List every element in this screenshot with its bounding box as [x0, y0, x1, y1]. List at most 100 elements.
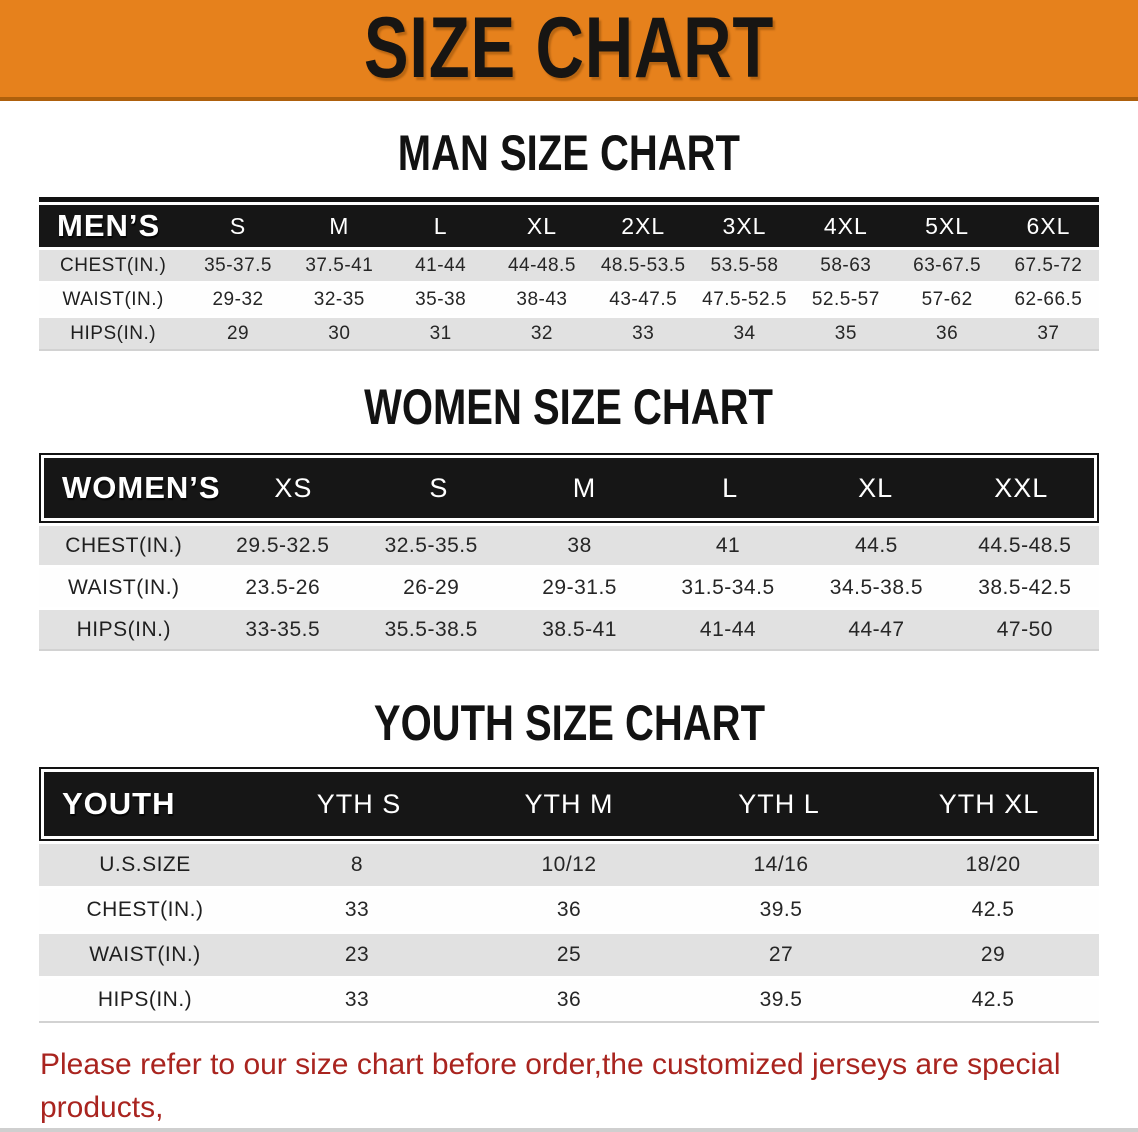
size-column-header: L: [433, 212, 448, 239]
size-column-header: XL: [526, 212, 557, 239]
women-table-header-frame: WOMEN’S XS S M L XL XXL: [39, 453, 1099, 523]
size-column-header: YTH M: [524, 788, 614, 819]
size-cell: 35-37.5: [204, 254, 273, 276]
size-column-header: 5XL: [925, 212, 970, 239]
size-cell: 30: [328, 322, 351, 344]
size-cell: 23.5-26: [245, 575, 321, 599]
measurement-row: CHEST(IN.) 33 36 39.5 42.5: [39, 889, 1099, 931]
youth-table-body: U.S.SIZE 8 10/12 14/16 18/20 CHEST(IN.) 33 36 39…: [39, 844, 1099, 1023]
men-table-header-frame: MEN’S S M L XL 2XL 3XL 4XL 5XL 6XL: [39, 197, 1099, 247]
size-cell: 34.5-38.5: [829, 575, 924, 599]
youth-table-header-row: YOUTH YTH S YTH M YTH L YTH XL: [44, 772, 1094, 836]
row-label: CHEST(IN.): [65, 533, 183, 557]
size-cell: 29-32: [212, 288, 264, 310]
women-table-header-row: WOMEN’S XS S M L XL XXL: [44, 458, 1094, 518]
men-size-table: MEN’S S M L XL 2XL 3XL 4XL 5XL 6XL CHEST(IN.) 35-3…: [39, 197, 1099, 351]
size-cell: 47-50: [996, 617, 1053, 641]
row-label: WAIST(IN.): [68, 575, 180, 599]
row-label: CHEST(IN.): [86, 898, 204, 921]
size-chart-banner: SIZE CHART: [0, 0, 1138, 101]
disclaimer: Please refer to our size chart before or…: [40, 1043, 1110, 1132]
measurement-row: WAIST(IN.) 23.5-26 26-29 29-31.5 31.5-34.5 34…: [39, 568, 1099, 607]
size-cell: 26-29: [403, 575, 460, 599]
measurement-row: CHEST(IN.) 35-37.5 37.5-41 41-44 44-48.5 48.5…: [39, 250, 1099, 281]
size-cell: 23: [344, 943, 370, 966]
table-corner-label: MEN’S: [57, 208, 161, 243]
size-column-header: 6XL: [1026, 212, 1071, 239]
size-column-header: L: [722, 472, 739, 503]
size-cell: 14/16: [753, 853, 809, 876]
measurement-row: WAIST(IN.) 29-32 32-35 35-38 38-43 43-47.5 47.…: [39, 284, 1099, 315]
size-column-header: YTH L: [738, 788, 820, 819]
size-cell: 63-67.5: [913, 254, 982, 276]
size-column-header: 4XL: [823, 212, 868, 239]
size-cell: 32-35: [313, 288, 365, 310]
size-cell: 41-44: [415, 254, 467, 276]
size-column-header: XS: [274, 472, 313, 503]
size-cell: 32.5-35.5: [384, 533, 478, 557]
row-label: CHEST(IN.): [60, 254, 167, 276]
size-cell: 62-66.5: [1014, 288, 1083, 310]
size-cell: 35: [834, 322, 857, 344]
size-column-header: S: [429, 472, 449, 503]
measurement-row: U.S.SIZE 8 10/12 14/16 18/20: [39, 844, 1099, 886]
size-cell: 31.5-34.5: [681, 575, 775, 599]
size-cell: 52.5-57: [811, 288, 880, 310]
size-cell: 44.5: [854, 533, 898, 557]
size-column-header: M: [572, 472, 597, 503]
size-cell: 32: [530, 322, 553, 344]
size-cell: 33: [344, 898, 370, 921]
measurement-row: HIPS(IN.) 29 30 31 32 33 34 35 36 37: [39, 318, 1099, 349]
size-column-header: M: [329, 212, 350, 239]
size-cell: 42.5: [971, 988, 1015, 1011]
size-cell: 41-44: [699, 617, 757, 641]
measurement-row: HIPS(IN.) 33-35.5 35.5-38.5 38.5-41 41-44 44-…: [39, 610, 1099, 649]
size-cell: 44.5-48.5: [978, 533, 1072, 557]
women-size-table: WOMEN’S XS S M L XL XXL CHEST(IN.) 29.5-32.5 32.…: [39, 453, 1099, 651]
size-cell: 18/20: [965, 853, 1021, 876]
women-section-heading: WOMEN SIZE CHART: [364, 379, 774, 435]
size-cell: 43-47.5: [609, 288, 678, 310]
size-cell: 58-63: [820, 254, 872, 276]
size-cell: 31: [429, 322, 452, 344]
row-label: HIPS(IN.): [76, 617, 171, 641]
size-cell: 29: [980, 943, 1006, 966]
size-cell: 8: [350, 853, 364, 876]
size-column-header: 2XL: [621, 212, 666, 239]
size-cell: 47.5-52.5: [702, 288, 787, 310]
size-cell: 25: [556, 943, 582, 966]
size-cell: 39.5: [759, 988, 803, 1011]
size-cell: 29.5-32.5: [236, 533, 330, 557]
size-column-header: XL: [858, 472, 894, 503]
banner-title: SIZE CHART: [363, 0, 775, 96]
size-cell: 41: [715, 533, 741, 557]
row-label: HIPS(IN.): [97, 988, 193, 1011]
row-label: WAIST(IN.): [89, 943, 201, 966]
size-cell: 33: [344, 988, 370, 1011]
size-cell: 29: [226, 322, 250, 344]
size-cell: 33-35.5: [245, 617, 321, 641]
size-cell: 67.5-72: [1014, 254, 1083, 276]
youth-section: YOUTH SIZE CHART YOUTH YTH S YTH M YTH L YTH…: [0, 697, 1138, 1023]
youth-table-header-frame: YOUTH YTH S YTH M YTH L YTH XL: [39, 767, 1099, 841]
men-section: MAN SIZE CHART MEN’S S M L XL 2XL 3XL 4XL 5XL 6XL…: [0, 127, 1138, 351]
size-cell: 39.5: [759, 898, 803, 921]
measurement-row: WAIST(IN.) 23 25 27 29: [39, 934, 1099, 976]
size-cell: 29-31.5: [542, 575, 617, 599]
size-cell: 44-48.5: [507, 254, 576, 276]
size-column-header: XXL: [994, 472, 1049, 503]
size-cell: 53.5-58: [710, 254, 779, 276]
bottom-edge-line: [0, 1128, 1138, 1132]
row-label: WAIST(IN.): [62, 288, 164, 310]
size-cell: 48.5-53.5: [600, 254, 686, 276]
men-table-header-row: MEN’S S M L XL 2XL 3XL 4XL 5XL 6XL: [39, 205, 1099, 247]
table-corner-label: WOMEN’S: [62, 470, 221, 505]
size-cell: 38: [567, 533, 592, 557]
size-cell: 27: [768, 943, 794, 966]
measurement-row: CHEST(IN.) 29.5-32.5 32.5-35.5 38 41 44.5 44.5…: [39, 526, 1099, 565]
size-cell: 36: [556, 898, 582, 921]
table-corner-label: YOUTH: [62, 786, 176, 821]
size-cell: 33: [632, 322, 655, 344]
size-cell: 36: [936, 322, 959, 344]
